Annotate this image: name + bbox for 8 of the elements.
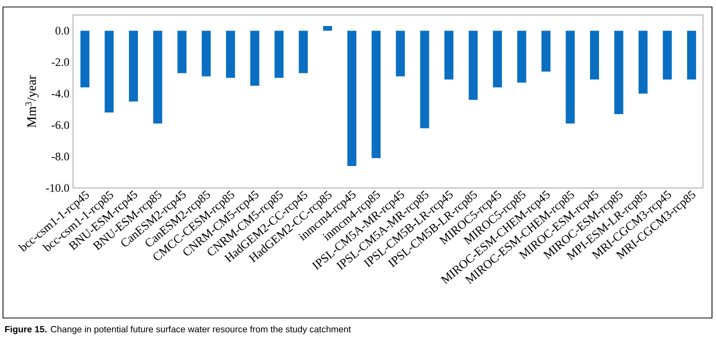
y-axis-title: Mm$^{3}$/year [25, 75, 39, 128]
y-tick-label: -6.0 [52, 121, 70, 129]
y-tick-label: -4.0 [52, 90, 70, 98]
y-tick-label: -8.0 [52, 152, 70, 160]
text: Figure 15. Change in potential future surface water resource from the study catchment [5, 326, 351, 334]
y-tick-label: 0.0 [56, 26, 70, 35]
y-tick-label: -2.0 [52, 58, 70, 66]
y-tick-label: -10.0 [46, 184, 70, 192]
